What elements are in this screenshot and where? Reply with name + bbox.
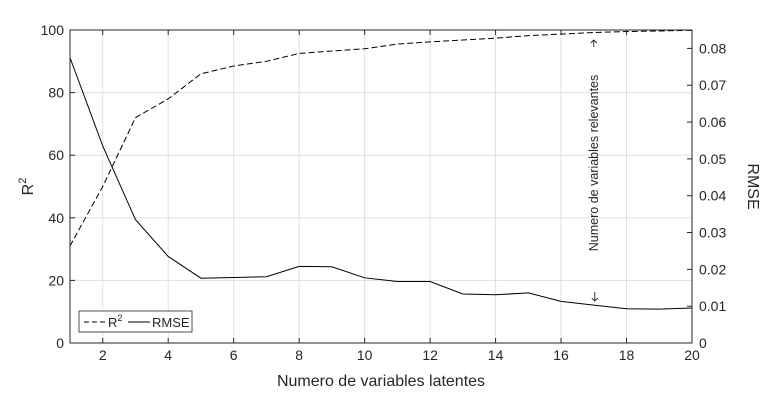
plot-frame — [69, 29, 693, 344]
y-left-tick-label: 80 — [48, 85, 64, 101]
legend-r2-label-sup: 2 — [117, 313, 122, 323]
y-right-tick-label: 0.08 — [699, 40, 726, 56]
y-right-tick-label: 0 — [699, 335, 707, 351]
x-axis-label: Numero de variables latentes — [277, 373, 485, 390]
y-right-tick-label: 0.06 — [699, 114, 726, 130]
legend: R2 RMSE — [78, 310, 193, 333]
legend-r2-label: R2 — [108, 313, 122, 330]
x-tick-label: 14 — [488, 347, 504, 363]
x-tick-label: 18 — [619, 347, 635, 363]
y-right-tick-label: 0.02 — [699, 261, 726, 277]
x-tick-label: 4 — [164, 347, 172, 363]
y-left-tick-label: 60 — [48, 147, 64, 163]
annotation-text: Numero de variables relevantes — [587, 75, 601, 251]
y-axis-left-label-sup: 2 — [17, 178, 29, 184]
y-right-tick-label: 0.03 — [699, 225, 726, 241]
y-left-tick-label: 100 — [41, 22, 65, 38]
x-tick-label: 20 — [684, 347, 700, 363]
y-right-tick-label: 0.04 — [699, 188, 726, 204]
axis-ticks: 2 4 6 8 10 12 14 16 18 2002040608010000.010.020.0… — [41, 22, 727, 363]
annotation-relevant-variables: Numero de variables relevantes — [587, 39, 601, 302]
y-axis-left-label: R2 — [17, 178, 37, 196]
legend-rmse-label: RMSE — [152, 315, 190, 330]
annotation-arrow-down-icon — [591, 292, 599, 302]
x-tick-label: 16 — [553, 347, 569, 363]
x-tick-label: 12 — [422, 347, 438, 363]
x-tick-label: 6 — [230, 347, 238, 363]
y-right-tick-label: 0.07 — [699, 77, 726, 93]
plot-lines — [69, 29, 693, 310]
annotation-arrow-up-icon — [590, 39, 598, 47]
y-right-tick-label: 0.01 — [699, 298, 726, 314]
y-right-tick-label: 0.05 — [699, 151, 726, 167]
y-axis-right-label: RMSE — [744, 163, 761, 209]
x-tick-label: 8 — [295, 347, 303, 363]
rmse-line — [69, 57, 693, 310]
y-left-tick-label: 40 — [48, 210, 64, 226]
y-left-tick-label: 0 — [56, 335, 64, 351]
y-left-tick-label: 20 — [48, 272, 64, 288]
legend-r2-label-base: R — [108, 315, 117, 330]
y-axis-left-label-base: R — [20, 184, 37, 196]
x-tick-label: 2 — [99, 347, 107, 363]
x-tick-label: 10 — [357, 347, 373, 363]
r2-line — [69, 29, 693, 247]
